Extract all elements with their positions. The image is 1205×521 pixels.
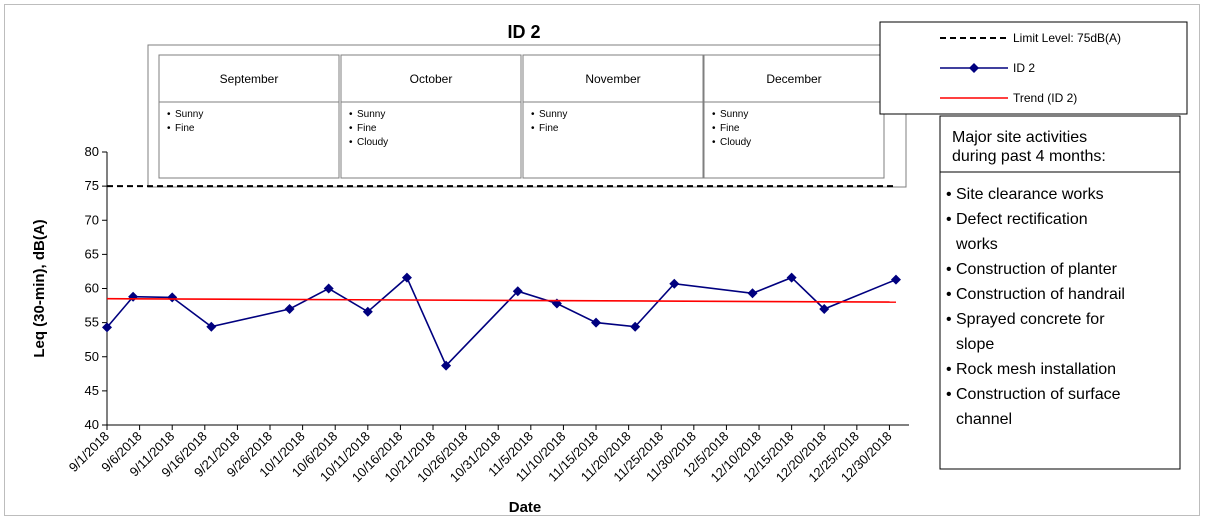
weather-item: Cloudy [720,137,751,148]
bullet-icon: • [167,123,171,134]
weather-item: Fine [175,123,195,134]
weather-item: Sunny [539,109,567,120]
activities-box [939,115,1181,470]
bullet-icon: • [349,109,353,120]
y-axis-label: Leq (30-min), dB(A) [31,219,48,357]
data-point-marker [441,360,452,371]
bullet-icon: • [712,109,716,120]
data-point-marker [747,288,758,299]
data-point-marker [669,278,680,289]
activity-item: Sprayed concrete for [956,311,1105,328]
chart-title: ID 2 [507,22,540,42]
month-name: November [585,72,640,86]
data-point-marker [630,321,641,332]
data-point-marker [323,283,334,294]
legend-label: Limit Level: 75dB(A) [1013,31,1121,45]
data-point-marker [362,306,373,317]
y-tick-label: 40 [85,417,99,432]
bullet-icon: • [946,211,952,228]
data-point-marker [284,303,295,314]
weather-item: Sunny [357,109,385,120]
data-point-marker [591,317,602,328]
bullet-icon: • [946,286,952,303]
legend-label: Trend (ID 2) [1013,91,1077,105]
data-point-marker [512,286,523,297]
activity-item: Rock mesh installation [956,361,1116,378]
bullet-icon: • [946,186,952,203]
month-body-box [703,101,885,179]
data-point-marker [819,303,830,314]
y-tick-label: 70 [85,212,99,227]
weather-item: Fine [720,123,740,134]
weather-item: Sunny [175,109,203,120]
y-tick-label: 45 [85,383,99,398]
activity-item: Site clearance works [956,186,1104,203]
data-point-marker [890,274,901,285]
series-line-1 [106,297,897,303]
bullet-icon: • [946,311,952,328]
x-axis-label: Date [509,499,542,516]
month-header-box [158,54,340,103]
bullet-icon: • [531,109,535,120]
month-body-box [522,101,704,179]
bullet-icon: • [349,123,353,134]
data-point-marker [206,321,217,332]
bullet-icon: • [946,386,952,403]
legend-box [879,21,1188,115]
activity-item: channel [956,411,1012,428]
legend-label: ID 2 [1013,61,1035,75]
activities-header: during past 4 months: [952,148,1106,165]
month-body-box [340,101,522,179]
y-tick-label: 75 [85,178,99,193]
y-tick-label: 55 [85,315,99,330]
bullet-icon: • [167,109,171,120]
month-name: September [220,72,279,86]
month-header-box [522,54,704,103]
activity-item: slope [956,336,994,353]
weather-item: Fine [357,123,377,134]
legend-marker [969,63,979,73]
month-body-box [158,101,340,179]
bullet-icon: • [712,137,716,148]
activity-item: Defect rectification [956,211,1088,228]
data-point-marker [102,322,112,333]
weather-item: Fine [539,123,559,134]
bullet-icon: • [946,361,952,378]
activity-item: Construction of handrail [956,286,1125,303]
bullet-icon: • [531,123,535,134]
activities-header: Major site activities [952,129,1087,146]
data-point-marker [167,292,178,303]
activity-item: Construction of planter [956,261,1118,278]
bullet-icon: • [946,261,952,278]
month-name: December [766,72,821,86]
month-header-box [340,54,522,103]
weather-item: Sunny [720,109,748,120]
data-point-marker [786,272,797,283]
activity-item: works [955,236,998,253]
y-tick-label: 80 [85,144,99,159]
chart-frame [4,4,1200,516]
bullet-icon: • [712,123,716,134]
month-name: October [410,72,453,86]
activity-item: Construction of surface [956,386,1121,403]
data-point-marker [401,272,412,283]
y-tick-label: 50 [85,349,99,364]
series-line-0 [106,276,897,368]
weather-item: Cloudy [357,137,388,148]
y-tick-label: 65 [85,246,99,261]
y-tick-label: 60 [85,281,99,296]
bullet-icon: • [349,137,353,148]
